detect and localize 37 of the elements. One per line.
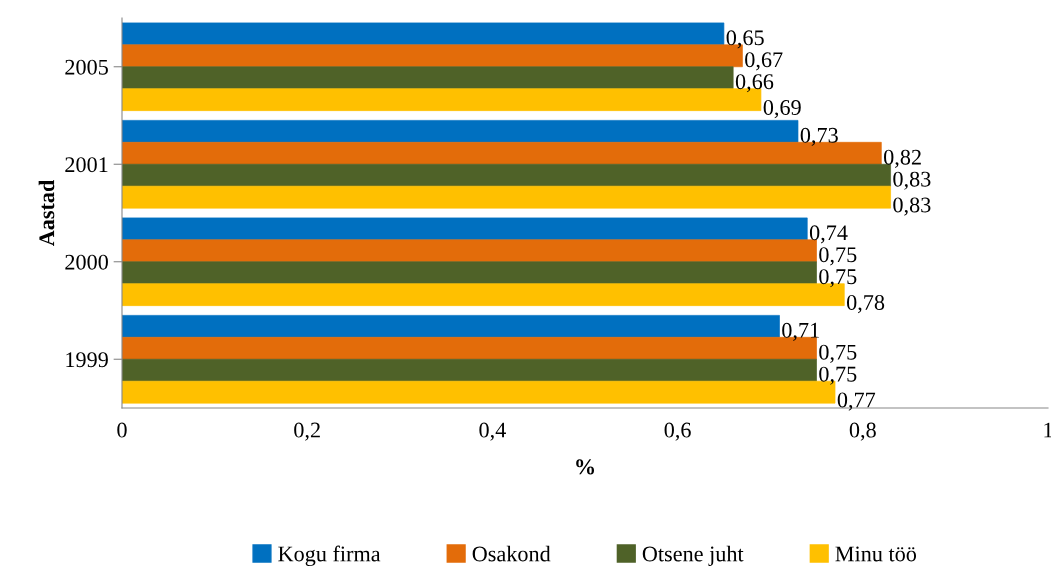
bar xyxy=(122,120,799,143)
data-label: 0,71 xyxy=(782,322,819,341)
y-tick-label: 2005 xyxy=(65,59,108,75)
data-label: 0,74 xyxy=(809,225,848,244)
data-label: 0,82 xyxy=(884,149,921,168)
x-axis-title: % xyxy=(576,459,595,475)
legend-label: Kogu firma xyxy=(278,545,381,567)
y-tick-label: 2000 xyxy=(65,254,108,270)
x-tick-label: 0,4 xyxy=(479,422,506,441)
y-tick-label: 1999 xyxy=(66,352,108,368)
y-tick-label: 2001 xyxy=(65,157,108,173)
y-axis-title: Aastad xyxy=(38,179,55,247)
bar xyxy=(122,261,817,285)
data-label: 0,69 xyxy=(763,99,801,119)
bar xyxy=(122,66,734,90)
bar xyxy=(122,22,725,46)
x-tick-label: 0,8 xyxy=(849,422,876,441)
data-label: 0,75 xyxy=(819,344,857,363)
data-label: 0,75 xyxy=(819,247,857,266)
x-tick-label: 0,6 xyxy=(664,422,691,441)
data-label: 0,78 xyxy=(846,294,885,314)
data-label: 0,75 xyxy=(819,366,857,385)
data-label: 0,67 xyxy=(745,52,783,71)
bar xyxy=(122,358,817,382)
legend-label: Minu töö xyxy=(835,546,917,562)
x-tick-label: 0 xyxy=(117,422,127,438)
data-label: 0,77 xyxy=(837,392,876,411)
data-label: 0,73 xyxy=(800,127,838,146)
bar xyxy=(122,185,891,209)
legend-label: Otsene juht xyxy=(642,545,744,566)
data-label: 0,83 xyxy=(893,197,931,216)
data-label: 0,83 xyxy=(893,171,931,190)
bar xyxy=(122,315,780,338)
data-label: 0,65 xyxy=(726,30,764,49)
bar xyxy=(122,217,808,241)
legend-label: Osakond xyxy=(472,545,551,562)
x-tick-label: 0,2 xyxy=(294,422,320,441)
